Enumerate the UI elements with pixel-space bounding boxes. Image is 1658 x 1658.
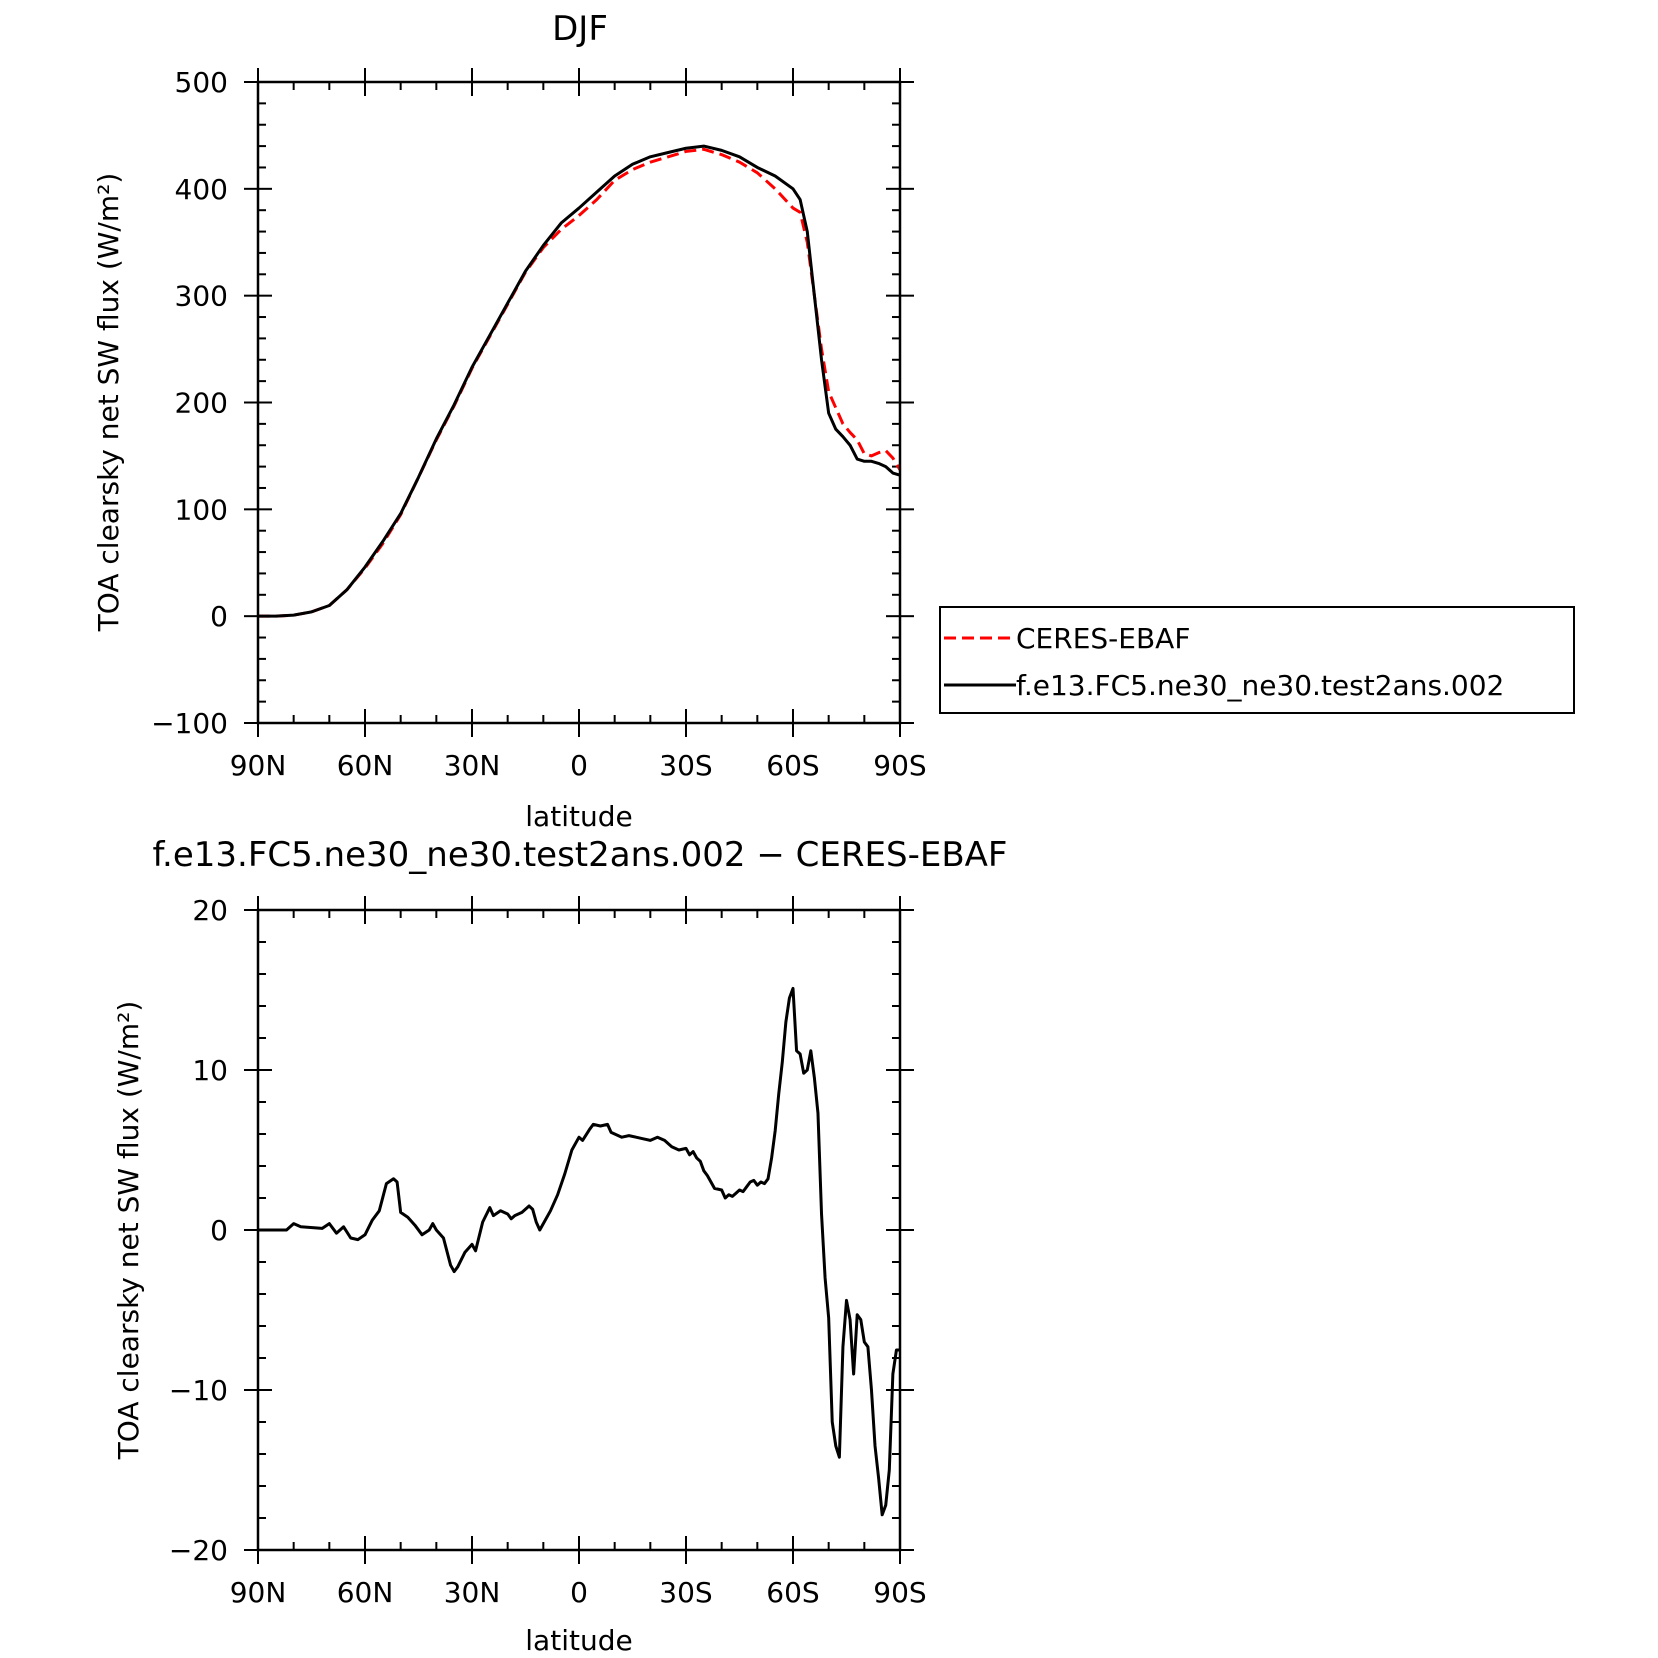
top-chart-ytick-label: 300: [175, 280, 228, 313]
top-chart-title: DJF: [552, 9, 608, 49]
bottom-chart-xtick-label: 60S: [766, 1576, 819, 1609]
bottom-chart-ytick-label: −20: [169, 1534, 228, 1567]
top-chart-xtick-label: 90S: [873, 749, 926, 782]
top-chart-ytick-label: 0: [210, 600, 228, 633]
legend-label-model: f.e13.FC5.ne30_ne30.test2ans.002: [1016, 669, 1504, 702]
bottom-chart-xtick-label: 30N: [444, 1576, 501, 1609]
bottom-chart-ticks: 90N 60N 30N 0 30S 60S 90S −20 −10 0 10 20: [169, 894, 927, 1609]
legend-label-ceres: CERES-EBAF: [1016, 622, 1190, 655]
top-chart-xtick-label: 30N: [444, 749, 501, 782]
bottom-chart-xtick-label: 30S: [659, 1576, 712, 1609]
bottom-chart-ytick-label: 10: [192, 1054, 228, 1087]
top-chart-ylabel: TOA clearsky net SW flux (W/m²): [92, 173, 125, 633]
top-chart-xtick-label: 0: [570, 749, 588, 782]
bottom-chart-xlabel: latitude: [525, 1624, 632, 1657]
top-chart-ytick-label: 100: [175, 493, 228, 526]
bottom-chart: f.e13.FC5.ne30_ne30.test2ans.002 − CERES…: [112, 835, 1007, 1657]
bottom-chart-ytick-label: −10: [169, 1374, 228, 1407]
bottom-chart-title: f.e13.FC5.ne30_ne30.test2ans.002 − CERES…: [153, 835, 1008, 875]
top-chart-ytick-label: 400: [175, 173, 228, 206]
bottom-chart-ytick-label: 0: [210, 1214, 228, 1247]
top-chart-xtick-label: 30S: [659, 749, 712, 782]
bottom-chart-ytick-label: 20: [192, 894, 228, 927]
bottom-chart-ylabel: TOA clearsky net SW flux (W/m²): [112, 1001, 145, 1461]
bottom-chart-series-0-line: [258, 986, 900, 1517]
bottom-chart-xtick-label: 0: [570, 1576, 588, 1609]
legend-box: [939, 606, 1575, 714]
bottom-chart-xtick-label: 90N: [230, 1576, 287, 1609]
top-chart-ytick-label: 200: [175, 387, 228, 420]
bottom-chart-frame: [256, 908, 902, 1552]
top-chart-xtick-label: 90N: [230, 749, 287, 782]
bottom-chart-lines: [258, 986, 900, 1517]
top-chart-xtick-label: 60N: [337, 749, 394, 782]
top-chart-lines: [258, 144, 902, 618]
top-chart-ytick-label: −100: [151, 707, 228, 740]
bottom-chart-xtick-label: 90S: [873, 1576, 926, 1609]
bottom-chart-xtick-label: 60N: [337, 1576, 394, 1609]
legend: CERES-EBAF f.e13.FC5.ne30_ne30.test2ans.…: [939, 606, 1575, 714]
top-chart-ticks: 90N 60N 30N 0 30S 60S 90S −100 0 100 200 300 400 500: [151, 66, 927, 782]
top-chart-ytick-label: 500: [175, 66, 228, 99]
top-chart-frame: [256, 80, 902, 725]
top-chart-series-1-line: [258, 144, 901, 618]
top-chart-xtick-label: 60S: [766, 749, 819, 782]
top-chart-xlabel: latitude: [525, 800, 632, 833]
top-chart: DJF 90N 60N 30N 0 30S 60S 90S −100 0 100 200 300 400…: [92, 9, 1575, 833]
